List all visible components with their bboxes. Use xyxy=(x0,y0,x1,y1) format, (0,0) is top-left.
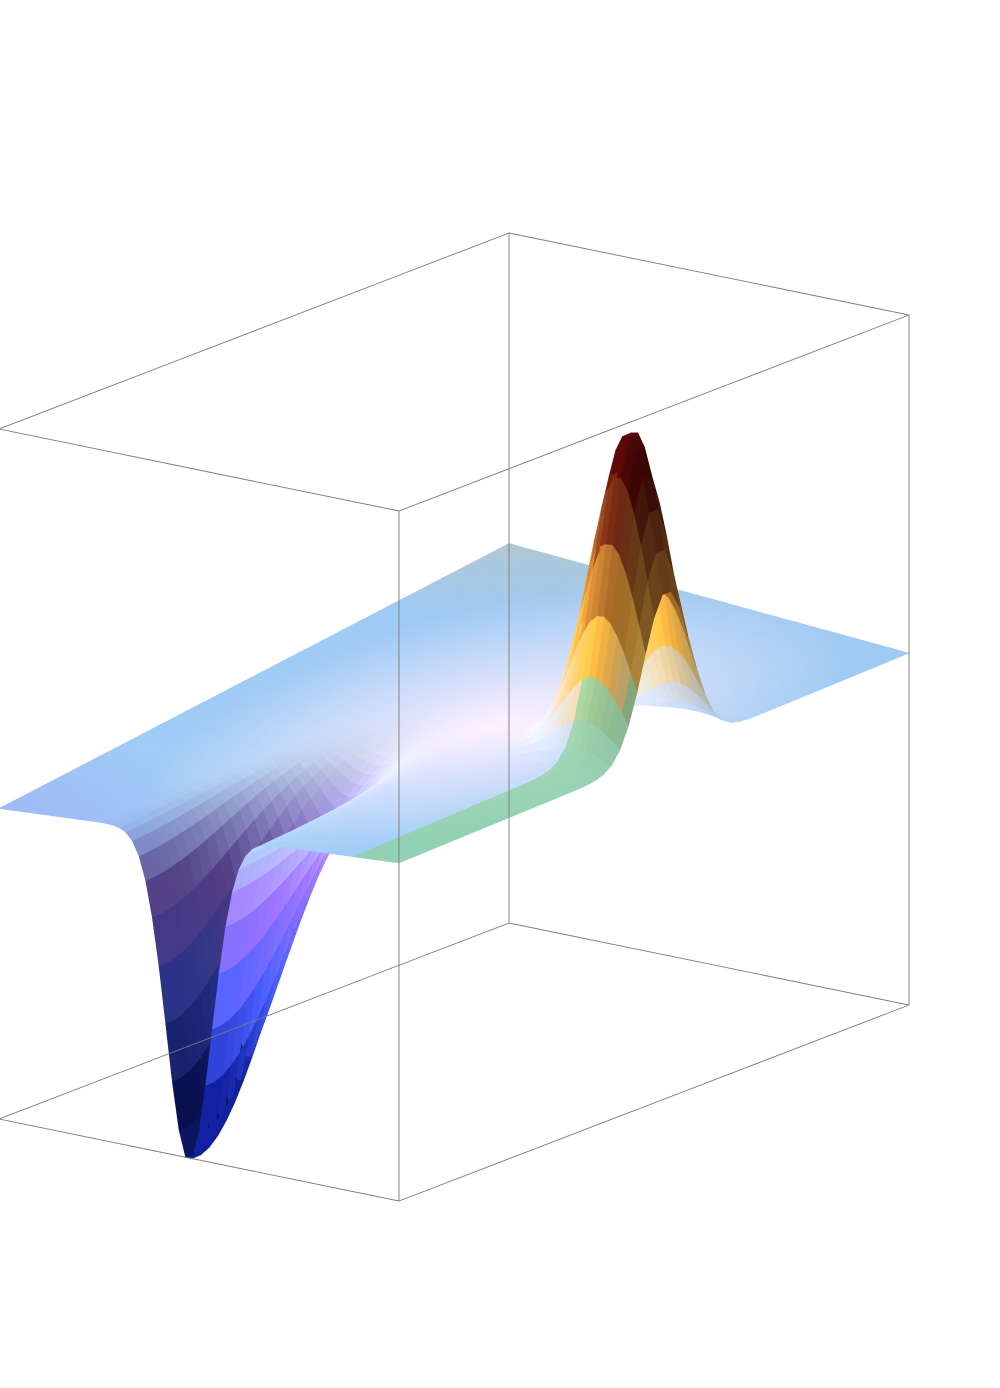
box-edge xyxy=(0,1118,400,1202)
box-edge xyxy=(508,232,910,316)
surface-patch xyxy=(0,803,16,810)
box-edge xyxy=(0,232,510,430)
box-edge xyxy=(0,922,510,1120)
bounding-box xyxy=(0,232,910,1202)
surface-layer xyxy=(0,432,910,1159)
box-edge xyxy=(508,922,910,1006)
box-edge xyxy=(398,314,910,512)
box-edge xyxy=(398,1004,910,1202)
box-edge xyxy=(0,428,400,512)
